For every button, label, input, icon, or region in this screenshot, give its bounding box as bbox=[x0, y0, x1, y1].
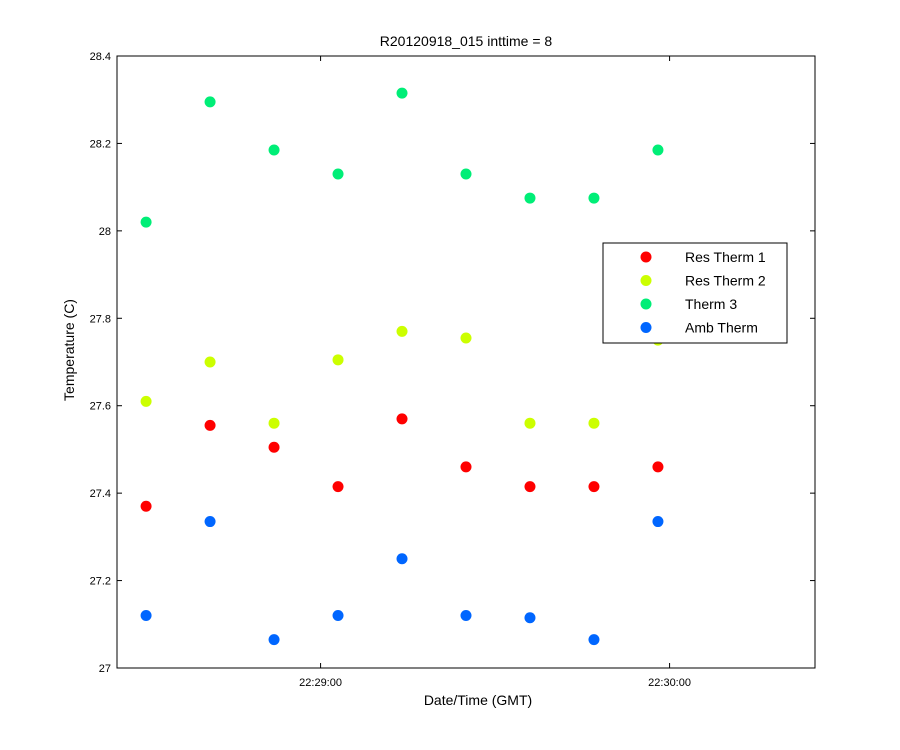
data-point bbox=[140, 216, 152, 228]
chart-title: R20120918_015 inttime = 8 bbox=[380, 33, 553, 49]
data-point bbox=[524, 481, 536, 493]
legend-label: Amb Therm bbox=[685, 320, 758, 336]
data-point bbox=[332, 610, 344, 622]
data-point bbox=[204, 96, 216, 108]
legend: Res Therm 1 Res Therm 2 Therm 3 Amb Therm bbox=[602, 242, 788, 344]
data-point bbox=[396, 87, 408, 99]
data-point bbox=[460, 461, 472, 473]
legend-marker bbox=[640, 298, 652, 310]
legend-label: Res Therm 1 bbox=[685, 249, 766, 265]
x-axis-label: Date/Time (GMT) bbox=[424, 692, 532, 708]
data-point bbox=[204, 516, 216, 528]
data-point bbox=[524, 192, 536, 204]
data-point bbox=[460, 332, 472, 344]
legend-label: Res Therm 2 bbox=[685, 273, 766, 289]
plot-area bbox=[116, 55, 816, 669]
y-tick-label: 27.8 bbox=[90, 313, 111, 325]
y-axis: 27 27.2 27.4 27.6 27.8 28 28.2 28.4 bbox=[90, 51, 815, 675]
data-point bbox=[652, 144, 664, 156]
data-point bbox=[460, 610, 472, 622]
data-point bbox=[396, 413, 408, 425]
series-res-therm-1 bbox=[140, 413, 664, 512]
data-point bbox=[524, 417, 536, 429]
data-point bbox=[588, 192, 600, 204]
data-point bbox=[460, 168, 472, 180]
x-tick-label: 22:30:00 bbox=[648, 677, 691, 689]
data-point bbox=[588, 417, 600, 429]
data-point bbox=[140, 395, 152, 407]
series-therm-3 bbox=[140, 87, 664, 228]
legend-label: Therm 3 bbox=[685, 296, 737, 312]
series-amb-therm bbox=[140, 516, 664, 646]
data-point bbox=[332, 168, 344, 180]
data-point bbox=[140, 500, 152, 512]
data-point bbox=[588, 634, 600, 646]
data-point bbox=[588, 481, 600, 493]
x-axis: 22:29:00 22:30:00 bbox=[299, 56, 691, 689]
legend-marker bbox=[640, 322, 652, 333]
y-tick-label: 27.2 bbox=[90, 576, 111, 588]
y-tick-label: 28 bbox=[99, 226, 111, 238]
data-point bbox=[332, 354, 344, 366]
data-point bbox=[652, 516, 664, 528]
data-point bbox=[268, 634, 280, 646]
y-tick-label: 27.4 bbox=[90, 488, 111, 500]
y-tick-label: 28.2 bbox=[90, 138, 111, 150]
data-point bbox=[396, 325, 408, 337]
legend-box bbox=[602, 242, 788, 344]
data-point bbox=[268, 144, 280, 156]
data-point bbox=[204, 356, 216, 368]
data-point bbox=[396, 553, 408, 565]
data-point bbox=[652, 461, 664, 473]
y-tick-label: 28.4 bbox=[90, 51, 111, 63]
data-point bbox=[332, 481, 344, 493]
y-tick-label: 27.6 bbox=[90, 401, 111, 413]
y-tick-label: 27 bbox=[99, 663, 111, 675]
data-point bbox=[204, 419, 216, 431]
legend-marker bbox=[640, 275, 652, 286]
data-point bbox=[140, 610, 152, 622]
data-point bbox=[268, 417, 280, 429]
data-point bbox=[268, 441, 280, 453]
x-tick-label: 22:29:00 bbox=[299, 677, 342, 689]
data-points bbox=[140, 87, 664, 646]
legend-marker bbox=[640, 251, 652, 263]
data-point bbox=[524, 612, 536, 624]
y-axis-label: Temperature (C) bbox=[61, 299, 77, 401]
